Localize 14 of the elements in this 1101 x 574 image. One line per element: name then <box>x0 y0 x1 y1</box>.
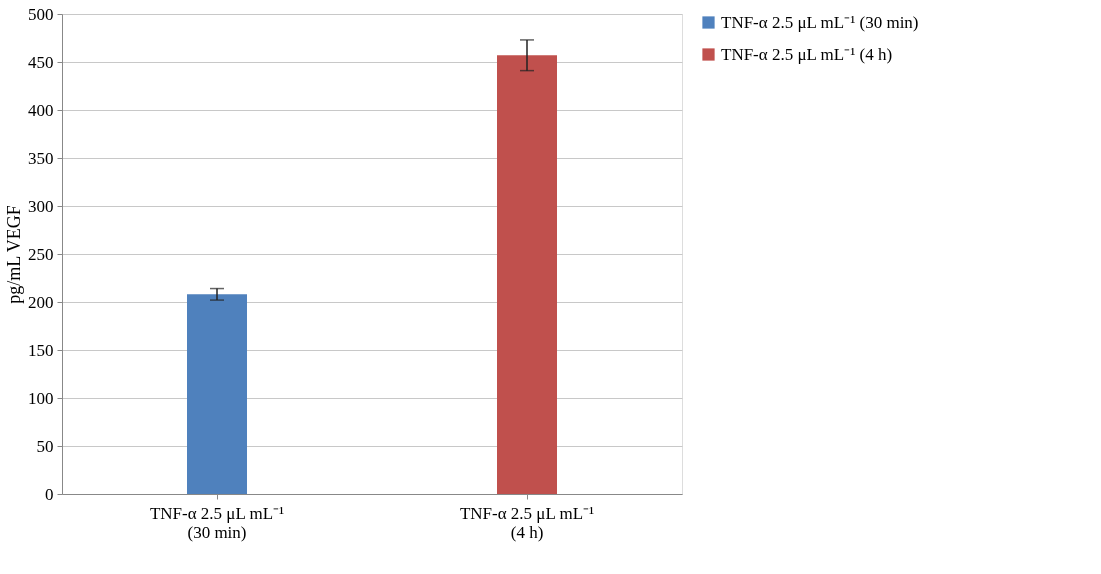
y-tick-label: 50 <box>36 436 54 456</box>
y-tick-label: 100 <box>28 388 54 408</box>
y-tick-label: 400 <box>28 100 54 120</box>
y-tick-label: 450 <box>28 52 54 72</box>
y-tick-label: 500 <box>28 4 54 24</box>
y-tick-label: 250 <box>28 244 54 264</box>
y-axis-title: pg/mL VEGF <box>4 205 24 304</box>
y-tick-label: 150 <box>28 340 54 360</box>
y-tick-label: 0 <box>45 484 54 504</box>
y-tick-label: 350 <box>28 148 54 168</box>
y-tick-label: 300 <box>28 196 54 216</box>
legend-label: TNF-α 2.5 μL mL⁻¹ (30 min) <box>721 12 919 32</box>
legend-label: TNF-α 2.5 μL mL⁻¹ (4 h) <box>721 44 893 64</box>
y-tick-label: 200 <box>28 292 54 312</box>
